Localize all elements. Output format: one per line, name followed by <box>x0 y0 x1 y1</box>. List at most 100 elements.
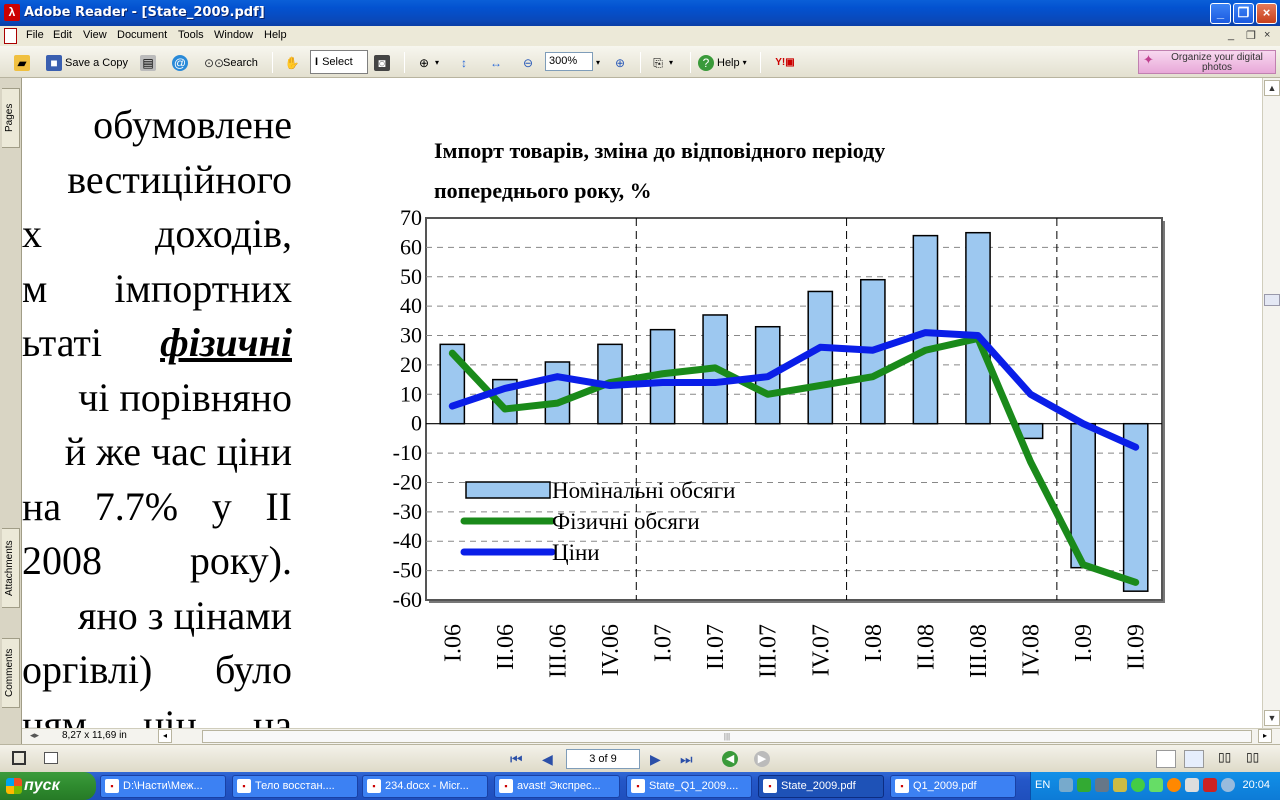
taskbar-task-button[interactable]: ▪ avast! Экспрес... <box>494 775 620 798</box>
tray-app-icon[interactable] <box>1095 778 1109 792</box>
document-word: й же час ціни <box>64 429 292 474</box>
document-line: яно з цінами <box>22 593 292 639</box>
taskbar-task-button[interactable]: ▪ Q1_2009.pdf <box>890 775 1016 798</box>
doc-minimize-button[interactable]: _ <box>1228 29 1235 41</box>
y-tick-label: 30 <box>400 323 422 348</box>
first-page-button[interactable]: ⏮ <box>510 751 523 767</box>
y-tick-label: -50 <box>393 558 422 583</box>
text-cursor-icon: I <box>315 56 319 68</box>
menu-document[interactable]: Document <box>117 29 168 41</box>
last-page-button[interactable]: ⏭ <box>680 751 693 767</box>
start-button[interactable]: пуск <box>0 772 96 800</box>
task-app-icon: ▪ <box>499 779 513 793</box>
doc-close-button[interactable]: × <box>1264 29 1271 41</box>
chevron-down-icon: ▾ <box>435 58 440 67</box>
tab-attachments[interactable]: Attachments <box>2 528 20 608</box>
tray-app-icon[interactable] <box>1203 778 1217 792</box>
language-indicator[interactable]: EN <box>1035 779 1051 791</box>
avast-tray-icon[interactable] <box>1167 778 1181 792</box>
chart-title-line-2: попереднього року, % <box>434 178 652 203</box>
page-thumbnail-icon[interactable] <box>44 752 58 764</box>
snapshot-button[interactable]: ◙ <box>374 52 390 73</box>
network-icon[interactable] <box>1221 778 1235 792</box>
scroll-down-button[interactable]: ▼ <box>1264 710 1280 726</box>
document-line: чі порівняно <box>22 375 292 421</box>
tab-comments[interactable]: Comments <box>2 638 20 708</box>
fit-page-button[interactable]: ↕ <box>456 52 472 73</box>
single-page-layout-button[interactable] <box>1156 750 1176 768</box>
zoom-in-tool-button[interactable]: ⊕ ▾ <box>416 52 439 73</box>
next-page-button[interactable]: ▶ <box>650 751 661 767</box>
tray-app-icon[interactable] <box>1059 778 1073 792</box>
folder-open-icon: ▰ <box>14 54 30 71</box>
taskbar-task-button[interactable]: ▪ Тело восстан.... <box>232 775 358 798</box>
vertical-scrollbar[interactable]: ▲ ▼ <box>1262 78 1280 728</box>
menu-tools[interactable]: Tools <box>178 29 204 41</box>
menu-file[interactable]: File <box>26 29 44 41</box>
nav-panel-toggle-icon[interactable] <box>12 751 26 765</box>
zoom-out-icon: ⊖ <box>522 55 534 70</box>
tray-app-icon[interactable] <box>1131 778 1145 792</box>
document-word: чі порівняно <box>78 374 292 420</box>
page-number-input[interactable]: 3 of 9 <box>566 749 640 769</box>
volume-icon[interactable] <box>1185 778 1199 792</box>
facing-layout-button[interactable]: ▯▯ <box>1218 750 1232 764</box>
help-icon: ? <box>698 54 714 71</box>
open-button[interactable]: ▰ <box>14 52 30 73</box>
save-copy-button[interactable]: ■ Save a Copy <box>46 52 128 73</box>
taskbar-task-button[interactable]: ▪ State_2009.pdf <box>758 775 884 798</box>
taskbar-task-button[interactable]: ▪ 234.docx - Micr... <box>362 775 488 798</box>
document-word: імпортних <box>114 265 292 311</box>
x-tick-label: IV.07 <box>808 624 834 676</box>
close-button[interactable]: × <box>1256 3 1277 24</box>
minimize-button[interactable]: _ <box>1210 3 1231 24</box>
zoom-out-button[interactable]: ⊖ <box>520 52 536 73</box>
menu-window[interactable]: Window <box>214 29 254 41</box>
print-button[interactable]: ▤ <box>140 52 156 73</box>
menu-edit[interactable]: Edit <box>53 29 72 41</box>
continuous-layout-button[interactable] <box>1184 750 1204 768</box>
horizontal-scroll-thumb[interactable]: ||| <box>202 730 1252 743</box>
scroll-thumb[interactable] <box>1264 294 1280 306</box>
continuous-facing-button[interactable]: ▯▯ <box>1246 750 1260 764</box>
zoom-dropdown-button[interactable]: ▾ <box>596 52 600 73</box>
tray-app-icon[interactable] <box>1149 778 1163 792</box>
tray-app-icon[interactable] <box>1077 778 1091 792</box>
rotate-view-button[interactable]: ⎘ ▾ <box>650 52 673 73</box>
scroll-right-button[interactable]: ▸ <box>1258 729 1272 743</box>
pdf-document-icon[interactable] <box>4 28 17 44</box>
organize-photos-button[interactable]: ✦ Organize your digital photos <box>1138 50 1276 74</box>
taskbar-task-button[interactable]: ▪ State_Q1_2009.... <box>626 775 752 798</box>
document-line: оргівлі) було <box>22 647 292 693</box>
previous-page-button[interactable]: ◀ <box>542 751 553 767</box>
tray-app-icon[interactable] <box>1113 778 1127 792</box>
yahoo-logo-icon: Y!▣ <box>775 56 795 68</box>
document-word: було <box>214 647 292 692</box>
go-forward-button[interactable]: ▶ <box>754 751 770 767</box>
maximize-button[interactable]: ❐ <box>1233 3 1254 24</box>
go-back-button[interactable]: ◀ <box>722 751 738 767</box>
yahoo-toolbar-button[interactable]: Y!▣ <box>768 52 802 73</box>
select-tool-button[interactable]: I Select <box>310 50 368 74</box>
tab-pages[interactable]: Pages <box>2 88 20 148</box>
zoom-input[interactable]: 300% <box>545 52 593 71</box>
hand-tool-button[interactable]: ✋ <box>284 52 300 73</box>
doc-restore-button[interactable]: ❐ <box>1246 30 1256 42</box>
email-button[interactable]: @ <box>172 52 188 73</box>
menu-help[interactable]: Help <box>264 29 287 41</box>
taskbar-task-button[interactable]: ▪ D:\Насти\Меж... <box>100 775 226 798</box>
menu-view[interactable]: View <box>83 29 107 41</box>
resize-arrows-icon[interactable]: ◂▸ <box>30 730 40 740</box>
fit-width-button[interactable]: ↔ <box>488 52 504 73</box>
search-button[interactable]: ⊙⊙ Search <box>204 52 258 73</box>
y-tick-label: 20 <box>400 352 422 377</box>
task-label: Q1_2009.pdf <box>913 780 977 792</box>
page-navigation-bar: ⏮ ◀ 3 of 9 ▶ ⏭ ◀ ▶ ▯▯ ▯▯ <box>0 744 1280 772</box>
help-button[interactable]: ? Help ▾ <box>698 52 747 73</box>
scroll-up-button[interactable]: ▲ <box>1264 80 1280 96</box>
scroll-left-button[interactable]: ◂ <box>158 729 172 743</box>
chevron-down-icon: ▾ <box>596 58 601 67</box>
zoom-in-button[interactable]: ⊕ <box>612 52 628 73</box>
task-app-icon: ▪ <box>895 779 909 793</box>
document-viewport[interactable]: обумовлене вестиційного х доходів, м імпортни… <box>22 78 1262 728</box>
